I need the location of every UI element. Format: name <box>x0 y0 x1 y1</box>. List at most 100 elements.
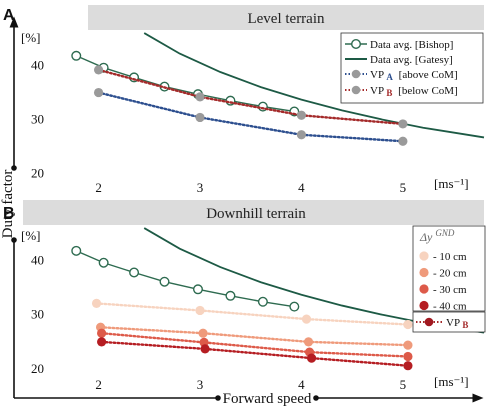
panel-a-plot: 20 30 40 2 3 4 5 <box>31 32 485 195</box>
data-point <box>93 87 104 98</box>
data-point <box>225 290 236 301</box>
data-point <box>403 319 413 330</box>
panel-b-series-5 <box>97 337 413 371</box>
legend-bishop: Data avg. [Bishop] <box>345 39 453 51</box>
legend-b-entries: - 10 cm - 20 cm - 30 cm - 40 cm <box>419 251 467 313</box>
panel-b-title-bar <box>23 200 484 225</box>
series-line <box>95 302 410 326</box>
data-point <box>398 136 408 146</box>
data-point <box>91 298 102 308</box>
data-point <box>71 50 82 61</box>
panel-b-title: Downhill terrain <box>206 206 306 222</box>
panel-a-series-0 <box>71 50 300 117</box>
panel-a: A Level terrain [%] [ms⁻¹] 20 30 40 2 3 4 5 Da… <box>3 5 485 195</box>
series-line <box>100 340 410 367</box>
data-point <box>303 337 314 347</box>
svg-text:Δy GND: Δy GND <box>419 228 455 244</box>
panel-a-legend: Data avg. [Bishop] Data avg. [Gatesy] VP… <box>340 32 484 104</box>
data-point <box>97 337 107 347</box>
data-point <box>98 257 109 268</box>
data-point <box>403 361 413 371</box>
series-line <box>143 32 485 139</box>
legend-gatesy-label: Data avg. [Gatesy] <box>370 54 453 66</box>
data-point <box>198 328 208 338</box>
svg-text:VP B: VP B <box>446 317 468 330</box>
series-line <box>75 55 295 113</box>
series-line <box>97 91 405 143</box>
panel-a-xtick-label: 2 <box>95 180 102 195</box>
legend-b-vp: VP B <box>416 317 468 330</box>
panel-a-ytick-label: 30 <box>31 112 44 127</box>
panel-a-xtick-label: 3 <box>197 180 204 195</box>
panel-b-ytick-label: 30 <box>31 307 44 322</box>
legend-vp-b: VP B [below CoM] <box>345 85 458 99</box>
legend-b-swatch <box>419 284 429 294</box>
panel-a-series-2 <box>93 87 408 146</box>
panel-a-y-unit: [%] <box>21 30 41 45</box>
legend-b-swatch <box>419 267 429 278</box>
data-point <box>257 296 268 307</box>
panel-b-xtick-label: 2 <box>95 377 102 392</box>
x-axis-arrow <box>13 378 484 403</box>
legend-b-entry-label: - 40 cm <box>433 301 467 313</box>
panel-b-ytick-label: 40 <box>31 253 44 268</box>
panel-b-legend: Δy GND - 10 cm - 20 cm - 30 cm - 40 cm VP B <box>412 225 486 333</box>
svg-text:VP A [abov: VP A [above CoM] <box>370 69 458 83</box>
panel-a-ytick-label: 40 <box>31 57 44 72</box>
legend-vp-a-label: VP <box>370 69 384 81</box>
y-axis-arrow <box>9 16 19 378</box>
panel-b-x-unit: [ms⁻¹] <box>434 374 469 389</box>
legend-b-swatch <box>419 300 429 311</box>
legend-vp-a: VP A [above CoM] <box>345 69 458 83</box>
panel-b-series-3 <box>96 322 413 350</box>
data-point <box>71 245 82 256</box>
panel-b-ytick-label: 20 <box>31 361 44 376</box>
data-point <box>301 314 312 324</box>
panel-b-plot: 20 30 40 2 3 4 5 <box>31 227 485 392</box>
legend-b-entry-label: - 30 cm <box>433 284 467 296</box>
panel-a-title-bar <box>88 5 484 30</box>
panel-b-series-2 <box>91 298 413 330</box>
data-point <box>129 267 140 278</box>
data-point <box>296 130 307 140</box>
series-line <box>100 331 410 358</box>
panel-b: B Downhill terrain [%] [ms⁻¹] 20 30 40 2 3 4 5… <box>3 200 486 392</box>
data-point <box>195 92 205 102</box>
svg-text:VP B [belo: VP B [below CoM] <box>370 85 458 99</box>
legend-vp-b-sub: B <box>386 88 392 98</box>
panel-a-x-unit: [ms⁻¹] <box>434 176 469 191</box>
panel-a-xtick-label: 4 <box>298 180 305 195</box>
panel-a-series-1 <box>143 32 485 139</box>
legend-vp-b-label: VP <box>370 85 384 97</box>
panel-b-letter: B <box>3 205 15 222</box>
data-point <box>296 110 307 120</box>
panel-a-ytick-label: 20 <box>31 166 44 181</box>
series-line <box>97 68 405 126</box>
series-line <box>99 326 410 347</box>
legend-vp-b-note: [below CoM] <box>398 85 458 97</box>
data-point <box>192 284 203 295</box>
legend-b-entry-label: - 20 cm <box>433 268 467 280</box>
legend-vp-a-sub: A <box>386 72 393 82</box>
legend-gatesy: Data avg. [Gatesy] <box>345 54 453 66</box>
panel-a-title: Level terrain <box>247 11 325 27</box>
data-point <box>289 301 300 312</box>
legend-b-entry: - 40 cm <box>419 301 467 313</box>
panel-b-xtick-label: 5 <box>400 377 407 392</box>
series-line <box>75 250 295 308</box>
panel-b-xtick-label: 4 <box>298 377 305 392</box>
data-point <box>195 305 205 316</box>
panel-b-xtick-label: 3 <box>197 377 204 392</box>
legend-bishop-label: Data avg. [Bishop] <box>370 39 453 51</box>
panel-b-y-unit: [%] <box>21 228 41 243</box>
data-point <box>403 351 413 362</box>
data-point <box>195 112 205 123</box>
data-point <box>306 353 317 363</box>
legend-b-entry: - 20 cm <box>419 268 467 280</box>
legend-b-entry: - 10 cm <box>419 251 467 263</box>
x-axis-title: Forward speed <box>223 391 312 407</box>
legend-vp-a-note: [above CoM] <box>399 69 458 81</box>
panel-a-letter: A <box>3 7 15 24</box>
panel-a-xtick-label: 5 <box>400 180 407 195</box>
